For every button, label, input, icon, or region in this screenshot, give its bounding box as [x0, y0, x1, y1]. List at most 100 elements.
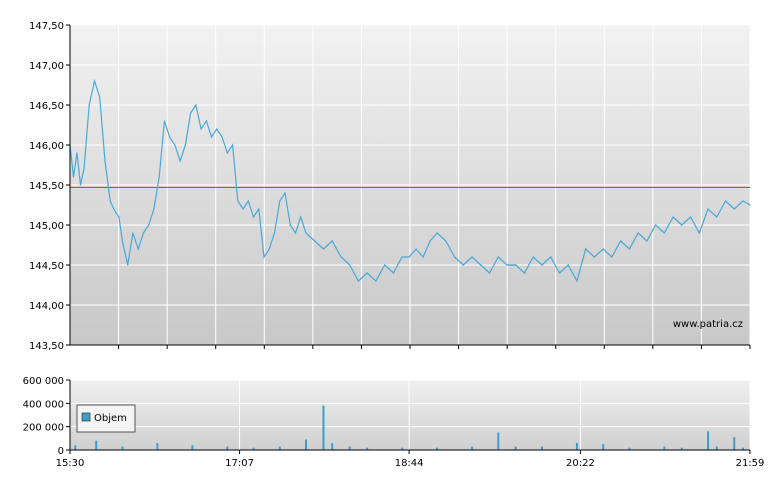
price-point: [655, 224, 657, 226]
price-point: [72, 176, 75, 178]
price-point: [88, 104, 90, 106]
price-point: [210, 136, 213, 138]
price-point: [742, 200, 744, 202]
price-point: [488, 272, 491, 274]
price-point: [716, 216, 718, 218]
price-y-tick-label: 147,00: [29, 61, 64, 72]
price-grid: [70, 24, 751, 349]
price-point: [113, 208, 115, 210]
price-point: [611, 256, 613, 258]
price-point: [284, 192, 286, 194]
volume-legend: Objem: [76, 404, 136, 433]
price-point: [300, 216, 302, 218]
price-point: [148, 224, 150, 226]
price-point: [541, 264, 543, 266]
volume-bar: [95, 440, 98, 450]
price-point: [258, 208, 260, 210]
price-point: [190, 112, 192, 114]
price-point: [273, 232, 276, 234]
price-y-tick-label: 147,50: [29, 21, 64, 32]
price-point: [83, 168, 85, 170]
price-point: [179, 160, 181, 162]
volume-bar: [497, 432, 500, 450]
price-point: [401, 256, 403, 258]
price-point: [646, 240, 648, 242]
price-point: [109, 200, 111, 202]
price-point: [663, 232, 665, 234]
price-point: [567, 264, 569, 266]
price-point: [340, 256, 342, 258]
price-point: [252, 216, 255, 218]
volume-y-tick-label: 0: [58, 446, 64, 457]
price-point: [707, 208, 709, 210]
volume-bar: [121, 446, 124, 450]
price-point: [681, 224, 683, 226]
price-point: [576, 280, 578, 282]
legend-box: [76, 404, 136, 433]
price-point: [200, 128, 202, 130]
price-point: [99, 96, 101, 98]
price-point: [497, 256, 499, 258]
volume-plot-area: [70, 380, 750, 450]
time-x-tick-label: 18:44: [395, 458, 424, 469]
volume-bar: [278, 446, 281, 450]
price-point: [289, 224, 291, 226]
volume-bar: [471, 446, 474, 450]
price-point: [462, 264, 464, 266]
price-point: [415, 248, 417, 250]
volume-bar: [226, 446, 229, 450]
price-point: [169, 136, 171, 138]
time-x-tick-label: 21:59: [736, 458, 765, 469]
price-point: [195, 104, 197, 106]
price-point: [221, 136, 223, 138]
price-point: [127, 264, 129, 266]
volume-bar: [191, 445, 194, 450]
price-point: [294, 232, 297, 234]
volume-y-tick-label: 400 000: [23, 399, 64, 410]
price-point: [226, 152, 228, 154]
volume-bar: [331, 443, 334, 450]
price-point: [349, 264, 351, 266]
legend-swatch: [81, 412, 91, 422]
price-point: [384, 264, 386, 266]
price-point: [366, 272, 368, 274]
price-point: [602, 248, 604, 250]
volume-bar: [436, 447, 439, 450]
price-point: [620, 240, 622, 242]
volume-y-tick-label: 600 000: [23, 376, 64, 387]
price-point: [392, 272, 394, 274]
price-point: [314, 240, 316, 242]
price-point: [216, 128, 218, 130]
volume-bar: [514, 446, 517, 450]
time-x-tick-label: 17:07: [225, 458, 254, 469]
price-point: [137, 248, 139, 250]
price-y-tick-label: 143,50: [29, 341, 64, 352]
watermark: www.patria.cz: [673, 319, 743, 330]
price-y-tick-label: 145,00: [29, 221, 64, 232]
price-point: [184, 144, 186, 146]
volume-bar: [74, 445, 77, 450]
price-point: [672, 216, 674, 218]
price-point: [118, 216, 120, 218]
price-point: [174, 144, 176, 146]
price-y-tick-label: 145,50: [29, 181, 64, 192]
price-point: [515, 264, 517, 266]
price-y-tick-label: 146,50: [29, 101, 64, 112]
price-point: [104, 160, 106, 162]
price-point: [375, 280, 377, 282]
time-x-tick-label: 15:30: [56, 458, 85, 469]
price-point: [142, 232, 145, 234]
legend-label: Objem: [94, 413, 127, 424]
price-point: [322, 248, 325, 250]
volume-bar: [628, 447, 631, 450]
price-point: [331, 240, 333, 242]
volume-bar: [322, 405, 325, 450]
price-point: [749, 204, 751, 206]
price-point: [689, 216, 692, 218]
price-point: [237, 200, 239, 202]
price-point: [153, 208, 155, 210]
price-point: [471, 256, 473, 258]
volume-bar: [680, 447, 683, 450]
volume-bar: [575, 443, 578, 450]
volume-y-axis: 0 200 000 400 000 600 000: [23, 376, 70, 457]
